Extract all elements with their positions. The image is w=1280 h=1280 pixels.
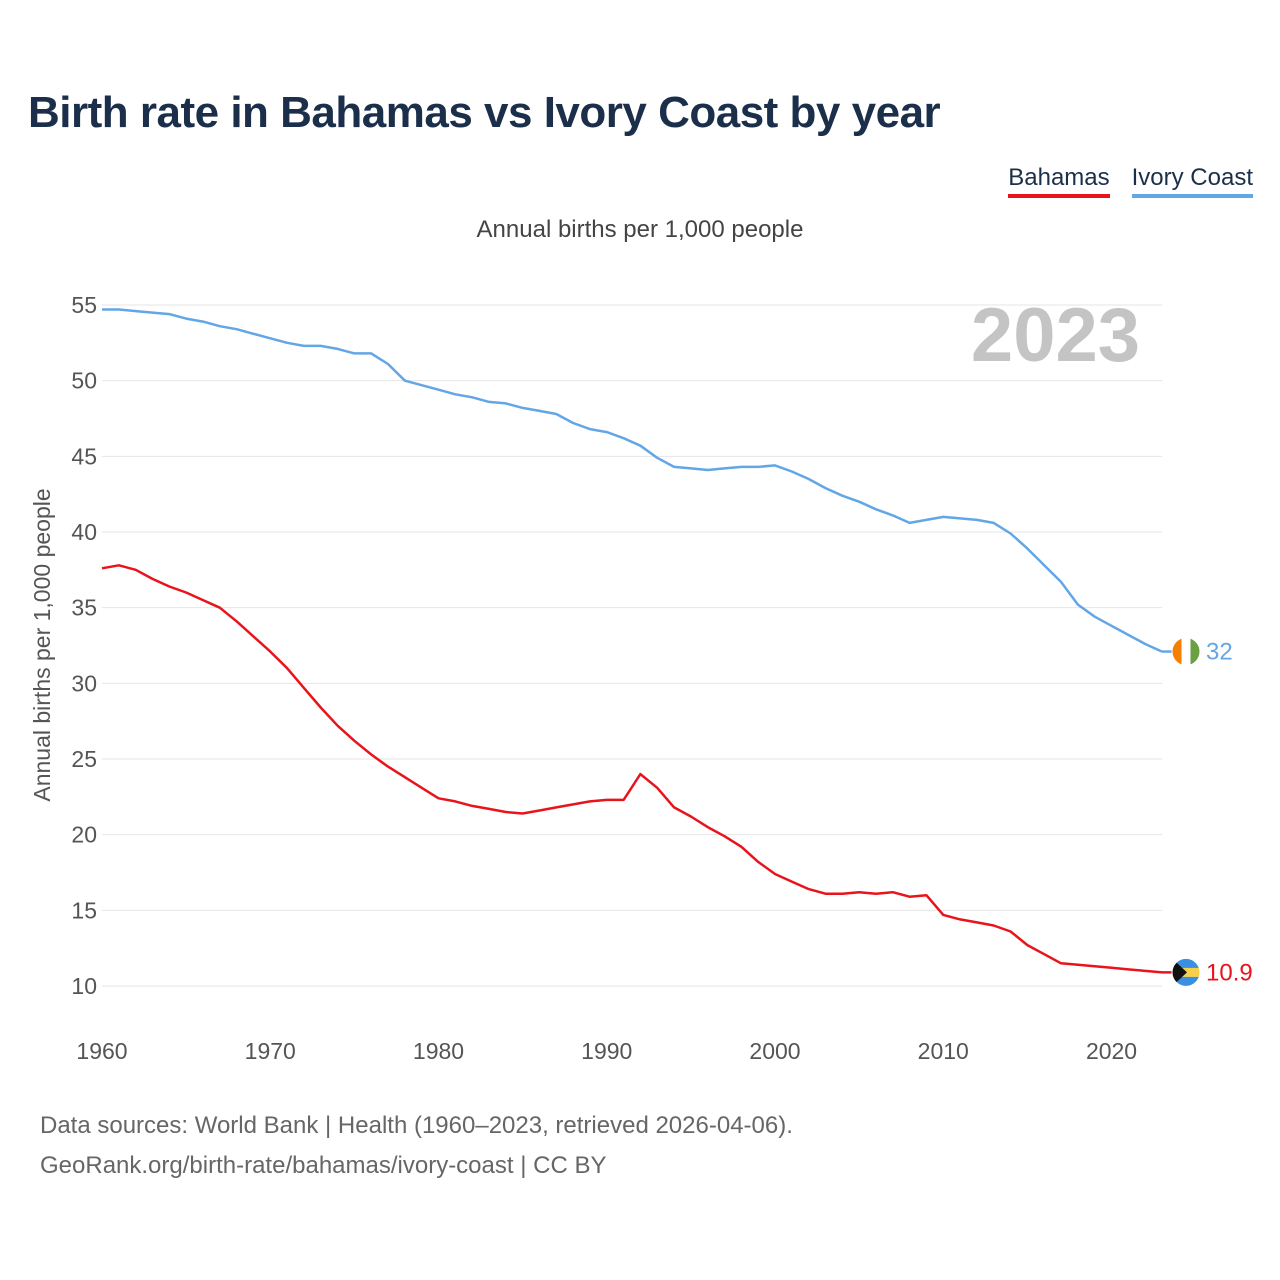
x-tick-label: 1980	[413, 1038, 464, 1064]
y-tick-label: 20	[71, 822, 97, 848]
y-axis-ticks: 10 15 20 25 30 35 40 45 50 55	[71, 292, 97, 999]
y-tick-label: 15	[71, 897, 97, 923]
y-tick-label: 25	[71, 746, 97, 772]
end-value-label-ivory-coast: 32	[1206, 639, 1233, 666]
y-tick-label: 50	[71, 368, 97, 394]
series-line-ivory-coast	[102, 308, 1163, 653]
year-watermark: 2023	[971, 293, 1140, 378]
y-tick-label: 10	[71, 973, 97, 999]
y-tick-label: 40	[71, 519, 97, 545]
x-tick-label: 2000	[749, 1038, 800, 1064]
y-tick-label: 30	[71, 670, 97, 696]
end-markers: 10.9 32	[1171, 637, 1253, 987]
footer-url[interactable]: GeoRank.org/birth-rate/bahamas/ivory-coa…	[40, 1152, 607, 1179]
y-axis-label: Annual births per 1,000 people	[29, 488, 55, 801]
gridlines	[102, 304, 1162, 987]
series-lines	[101, 308, 1172, 974]
chart-title: Birth rate in Bahamas vs Ivory Coast by …	[28, 88, 941, 137]
x-tick-label: 1960	[76, 1038, 127, 1064]
chart-subtitle: Annual births per 1,000 people	[476, 216, 804, 243]
legend: Bahamas Ivory Coast	[1008, 164, 1253, 198]
end-value-label-bahamas: 10.9	[1206, 959, 1253, 986]
legend-item-ivory-coast[interactable]: Ivory Coast	[1131, 164, 1253, 198]
x-axis-ticks: 1960 1970 1980 1990 2000 2010 2020	[76, 1038, 1137, 1064]
footer: Data sources: World Bank | Health (1960–…	[40, 1106, 793, 1186]
y-tick-label: 35	[71, 595, 97, 621]
x-tick-label: 2020	[1086, 1038, 1137, 1064]
y-tick-label: 45	[71, 443, 97, 469]
bahamas-flag-icon	[1172, 958, 1200, 987]
y-tick-label: 55	[71, 292, 97, 318]
x-tick-label: 2010	[918, 1038, 969, 1064]
series-line-bahamas	[101, 564, 1163, 974]
x-tick-label: 1990	[581, 1038, 632, 1064]
ivory-coast-flag-icon	[1172, 637, 1200, 666]
x-tick-label: 1970	[245, 1038, 296, 1064]
footer-sources: Data sources: World Bank | Health (1960–…	[40, 1112, 793, 1139]
legend-item-bahamas[interactable]: Bahamas	[1008, 164, 1110, 198]
